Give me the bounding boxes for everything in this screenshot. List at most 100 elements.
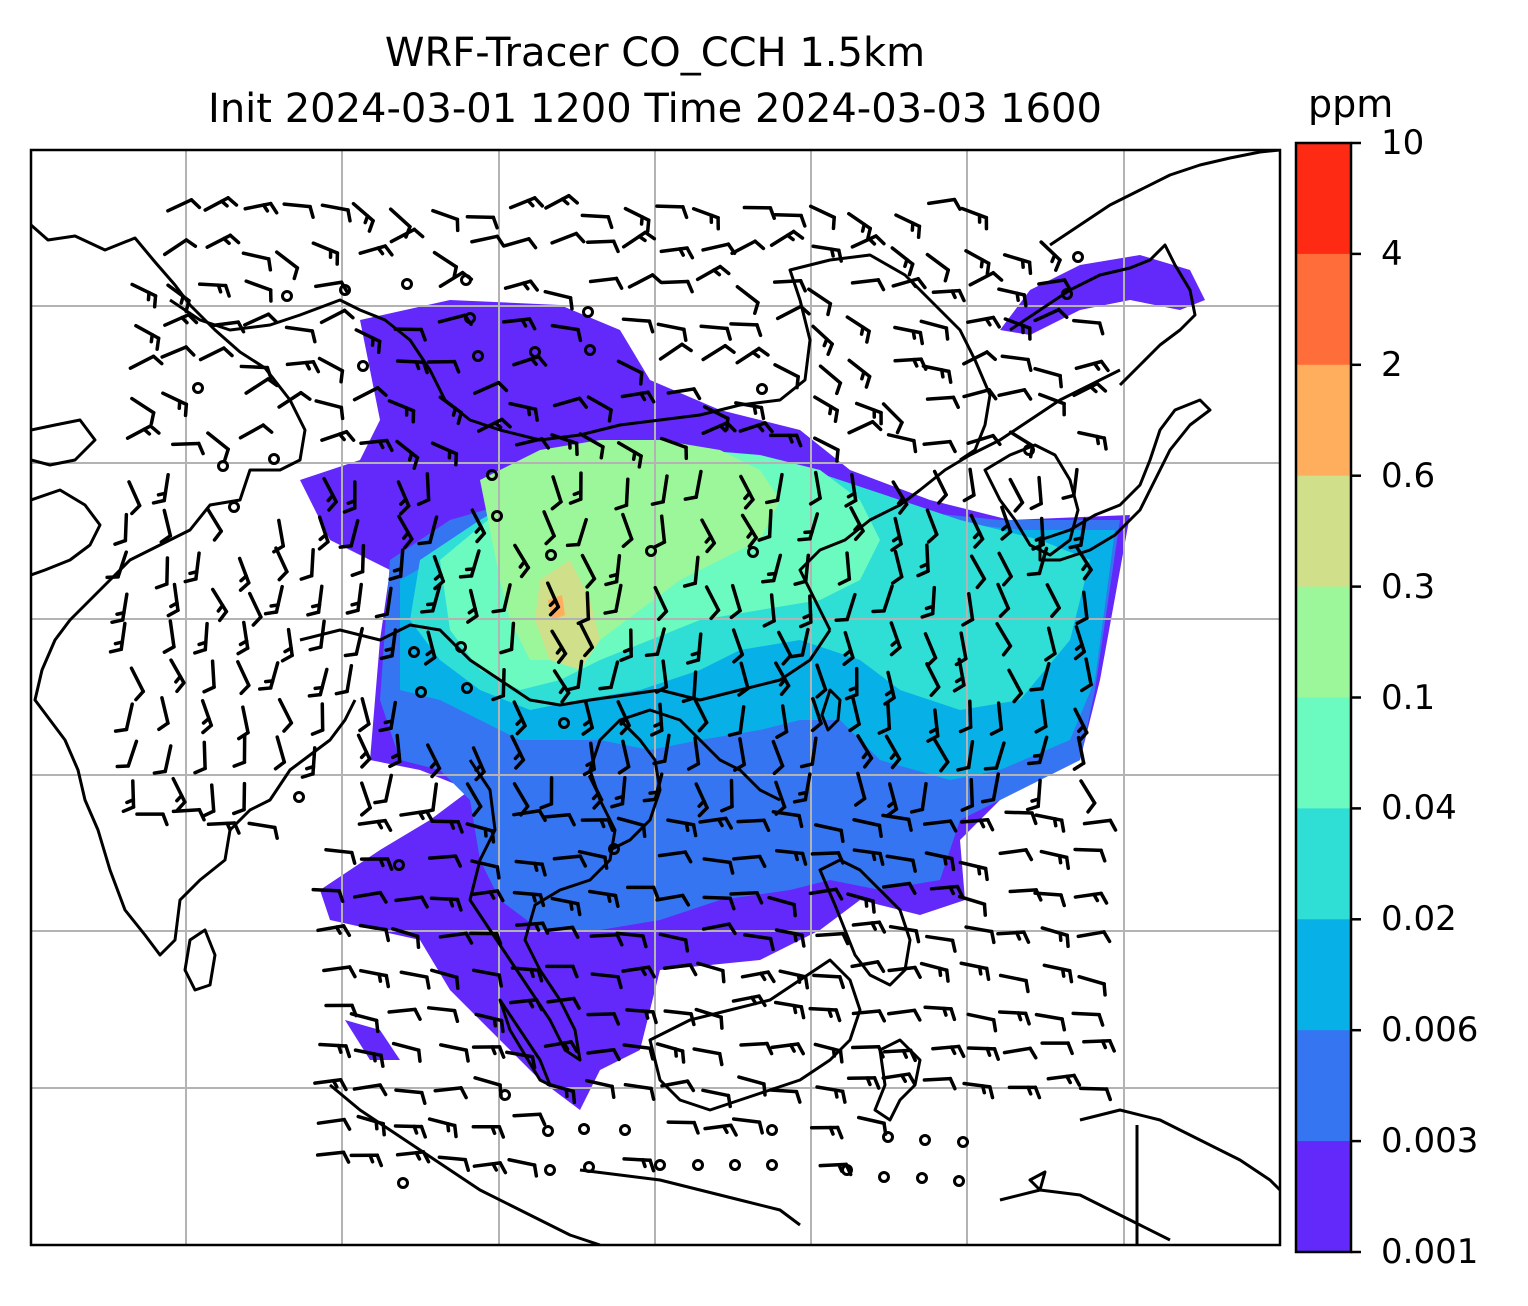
- wind-barb: [580, 213, 614, 230]
- wind-barb: [997, 388, 1033, 401]
- wind-barb: [426, 1006, 460, 1024]
- wind-barb: [314, 280, 349, 294]
- wind-barb: [438, 931, 474, 945]
- wind-barb: [1061, 467, 1079, 500]
- wind-barb: [166, 582, 180, 618]
- colorbar-tick-label: 0.1: [1381, 677, 1436, 718]
- wind-barb: [465, 782, 483, 817]
- wind-barb: [701, 242, 737, 256]
- wind-barb: [342, 480, 357, 514]
- wind-barb: [1071, 1011, 1105, 1027]
- wind-barb: [127, 480, 142, 516]
- wind-barb: [588, 276, 624, 290]
- wind-barb: [773, 212, 807, 228]
- wind-barb: [813, 436, 840, 463]
- wind-barb: [702, 857, 735, 875]
- wind-barb: [614, 477, 630, 511]
- wind-barb: [578, 622, 594, 658]
- wind-barb: [1072, 381, 1108, 398]
- wind-barb: [666, 1120, 700, 1135]
- wind-barb: [884, 734, 902, 770]
- wind-barb: [1004, 810, 1038, 826]
- wind-barb: [958, 699, 973, 734]
- wind-barb: [925, 395, 960, 410]
- wind-barb: [210, 587, 229, 623]
- wind-barb: [622, 1043, 655, 1061]
- wind-barb: [1077, 974, 1107, 997]
- wind-barb: [622, 1157, 656, 1173]
- calm-wind-marker: [455, 641, 467, 653]
- wind-barb: [922, 819, 958, 833]
- colorbar-segment: [1296, 808, 1351, 920]
- wind-barb: [397, 514, 414, 550]
- wind-barb: [925, 252, 951, 283]
- wind-barb: [391, 1041, 422, 1063]
- wind-barb: [1082, 818, 1118, 832]
- wind-barb: [200, 699, 214, 735]
- wind-barb: [236, 705, 250, 741]
- wind-barb: [698, 816, 733, 830]
- wind-barb: [772, 278, 807, 293]
- wind-barb: [395, 359, 429, 375]
- wind-barb: [960, 818, 995, 832]
- wind-barb: [834, 592, 857, 622]
- wind-barb: [885, 782, 899, 818]
- wind-barb: [193, 621, 209, 655]
- coastline-russia-east-2: [1009, 243, 1197, 387]
- wind-barb: [162, 238, 198, 257]
- colorbar-tick-label: 0.6: [1381, 455, 1436, 496]
- wind-barb: [353, 1048, 385, 1068]
- colorbar-tick-label: 10: [1381, 123, 1425, 163]
- wind-barb: [852, 817, 883, 839]
- wind-barb: [952, 657, 966, 693]
- wind-barb: [625, 885, 660, 900]
- wind-barb: [847, 211, 872, 241]
- wind-barb: [968, 271, 1004, 287]
- wind-barb: [621, 512, 634, 549]
- wind-barb: [619, 628, 633, 663]
- wind-barb: [909, 781, 928, 814]
- calm-wind-marker: [397, 1177, 409, 1189]
- wind-barb: [322, 476, 338, 512]
- calm-wind-marker: [578, 1123, 590, 1135]
- wind-barb: [110, 592, 129, 625]
- wind-barb: [767, 895, 797, 918]
- calm-wind-marker: [486, 469, 498, 481]
- wind-barb: [850, 278, 886, 292]
- wind-barb: [769, 229, 805, 248]
- wind-barb: [232, 734, 247, 768]
- wind-barb: [550, 231, 586, 245]
- wind-barb: [465, 215, 499, 230]
- wind-barb: [470, 859, 501, 880]
- wind-barb: [352, 386, 388, 402]
- wind-barb: [845, 315, 871, 344]
- wind-barb: [359, 968, 391, 989]
- wind-barb: [241, 251, 273, 272]
- wind-barb: [659, 436, 689, 461]
- wind-barb: [920, 585, 937, 619]
- wind-barb: [849, 506, 865, 542]
- calm-wind-marker: [608, 843, 620, 855]
- wind-barb: [546, 1082, 577, 1105]
- wind-barb: [1026, 546, 1049, 577]
- wind-barb: [931, 288, 966, 303]
- wind-barb: [338, 518, 360, 549]
- wind-barb: [793, 553, 811, 586]
- wind-barb: [280, 627, 294, 663]
- wind-barb: [1034, 1012, 1067, 1032]
- wind-barb: [1073, 847, 1107, 863]
- wind-barb: [1075, 546, 1093, 581]
- wind-barb: [552, 854, 588, 868]
- wind-barb: [682, 555, 700, 588]
- colorbar-segment: [1296, 364, 1351, 477]
- calm-wind-marker: [558, 717, 570, 729]
- wind-barb: [699, 324, 732, 341]
- wind-barb: [470, 234, 506, 248]
- border-china-south: [299, 623, 832, 707]
- wind-barb: [890, 516, 903, 552]
- wind-barb: [959, 961, 991, 982]
- calm-wind-marker: [1061, 288, 1073, 300]
- wind-barb: [471, 746, 486, 782]
- wind-barb: [1007, 1085, 1042, 1100]
- wind-barb: [166, 283, 191, 314]
